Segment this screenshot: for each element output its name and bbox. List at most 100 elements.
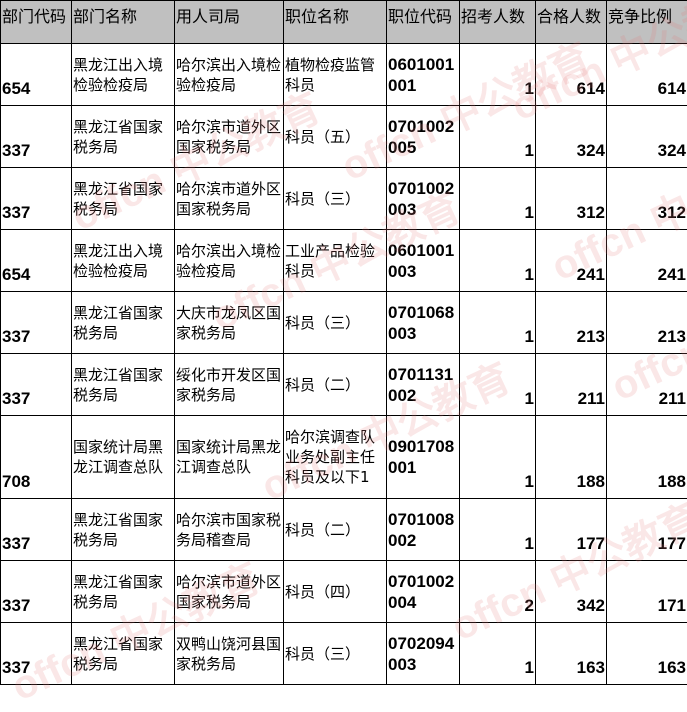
- cell-ratio: 188: [607, 416, 687, 499]
- cell-bureau: 绥化市开发区国家税务局: [175, 354, 284, 416]
- data-table: 部门代码 部门名称 用人司局 职位名称 职位代码 招考人数 合格人数 竞争比例 …: [0, 0, 687, 685]
- cell-bureau: 哈尔滨出入境检验检疫局: [175, 230, 284, 292]
- cell-dept-name: 黑龙江出入境检验检疫局: [72, 44, 175, 106]
- header-cell: 招考人数: [460, 1, 536, 44]
- cell-pos-code: 0701008002: [387, 499, 460, 561]
- cell-bureau: 哈尔滨出入境检验检疫局: [175, 44, 284, 106]
- cell-dept-code: 337: [1, 168, 72, 230]
- header-row: 部门代码 部门名称 用人司局 职位名称 职位代码 招考人数 合格人数 竞争比例: [1, 1, 687, 44]
- header-cell: 合格人数: [536, 1, 607, 44]
- cell-dept-code: 337: [1, 561, 72, 623]
- cell-qualified: 163: [536, 623, 607, 685]
- cell-bureau: 哈尔滨市道外区国家税务局: [175, 106, 284, 168]
- header-cell: 竞争比例: [607, 1, 687, 44]
- cell-dept-code: 654: [1, 44, 72, 106]
- cell-position: 科员（三）: [284, 168, 387, 230]
- cell-ratio: 312: [607, 168, 687, 230]
- cell-dept-name: 黑龙江省国家税务局: [72, 623, 175, 685]
- cell-recruit: 1: [460, 354, 536, 416]
- header-cell: 职位代码: [387, 1, 460, 44]
- cell-pos-code: 0601001001: [387, 44, 460, 106]
- cell-pos-code: 0701068003: [387, 292, 460, 354]
- cell-position: 哈尔滨调查队业务处副主任科员及以下1: [284, 416, 387, 499]
- cell-recruit: 1: [460, 230, 536, 292]
- cell-pos-code: 0901708001: [387, 416, 460, 499]
- cell-dept-code: 337: [1, 106, 72, 168]
- header-cell: 用人司局: [175, 1, 284, 44]
- cell-ratio: 241: [607, 230, 687, 292]
- cell-dept-code: 708: [1, 416, 72, 499]
- cell-position: 科员（四）: [284, 561, 387, 623]
- cell-recruit: 1: [460, 168, 536, 230]
- cell-ratio: 177: [607, 499, 687, 561]
- cell-ratio: 163: [607, 623, 687, 685]
- cell-dept-code: 337: [1, 292, 72, 354]
- cell-pos-code: 0702094003: [387, 623, 460, 685]
- cell-qualified: 177: [536, 499, 607, 561]
- cell-pos-code: 0701002005: [387, 106, 460, 168]
- cell-recruit: 1: [460, 499, 536, 561]
- cell-dept-code: 654: [1, 230, 72, 292]
- header-cell: 部门名称: [72, 1, 175, 44]
- cell-dept-name: 黑龙江省国家税务局: [72, 561, 175, 623]
- cell-bureau: 国家统计局黑龙江调查总队: [175, 416, 284, 499]
- cell-dept-name: 国家统计局黑龙江调查总队: [72, 416, 175, 499]
- cell-ratio: 614: [607, 44, 687, 106]
- cell-recruit: 1: [460, 623, 536, 685]
- cell-recruit: 1: [460, 106, 536, 168]
- cell-recruit: 1: [460, 44, 536, 106]
- cell-recruit: 1: [460, 416, 536, 499]
- cell-bureau: 哈尔滨市国家税务局稽查局: [175, 499, 284, 561]
- cell-qualified: 211: [536, 354, 607, 416]
- cell-dept-name: 黑龙江省国家税务局: [72, 168, 175, 230]
- cell-qualified: 614: [536, 44, 607, 106]
- cell-pos-code: 0701002004: [387, 561, 460, 623]
- cell-ratio: 324: [607, 106, 687, 168]
- cell-position: 科员（二）: [284, 499, 387, 561]
- cell-dept-name: 黑龙江出入境检验检疫局: [72, 230, 175, 292]
- cell-bureau: 哈尔滨市道外区国家税务局: [175, 168, 284, 230]
- cell-qualified: 213: [536, 292, 607, 354]
- header-cell: 职位名称: [284, 1, 387, 44]
- cell-dept-name: 黑龙江省国家税务局: [72, 106, 175, 168]
- cell-position: 科员（三）: [284, 292, 387, 354]
- cell-position: 科员（三）: [284, 623, 387, 685]
- cell-bureau: 双鸭山饶河县国家税务局: [175, 623, 284, 685]
- cell-qualified: 324: [536, 106, 607, 168]
- cell-recruit: 1: [460, 292, 536, 354]
- cell-dept-name: 黑龙江省国家税务局: [72, 354, 175, 416]
- cell-qualified: 241: [536, 230, 607, 292]
- cell-ratio: 213: [607, 292, 687, 354]
- cell-qualified: 188: [536, 416, 607, 499]
- cell-ratio: 211: [607, 354, 687, 416]
- cell-pos-code: 0601001003: [387, 230, 460, 292]
- cell-dept-code: 337: [1, 499, 72, 561]
- cell-recruit: 2: [460, 561, 536, 623]
- cell-pos-code: 0701002003: [387, 168, 460, 230]
- cell-bureau: 哈尔滨市道外区国家税务局: [175, 561, 284, 623]
- cell-position: 科员（二）: [284, 354, 387, 416]
- cell-pos-code: 0701131002: [387, 354, 460, 416]
- cell-position: 植物检疫监管科员: [284, 44, 387, 106]
- cell-dept-code: 337: [1, 623, 72, 685]
- cell-dept-code: 337: [1, 354, 72, 416]
- cell-ratio: 171: [607, 561, 687, 623]
- cell-qualified: 342: [536, 561, 607, 623]
- cell-dept-name: 黑龙江省国家税务局: [72, 292, 175, 354]
- header-cell: 部门代码: [1, 1, 72, 44]
- cell-bureau: 大庆市龙凤区国家税务局: [175, 292, 284, 354]
- cell-qualified: 312: [536, 168, 607, 230]
- cell-position: 科员（五）: [284, 106, 387, 168]
- cell-position: 工业产品检验科员: [284, 230, 387, 292]
- cell-dept-name: 黑龙江省国家税务局: [72, 499, 175, 561]
